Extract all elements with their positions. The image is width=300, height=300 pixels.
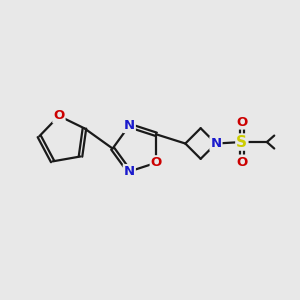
Text: O: O <box>53 110 64 122</box>
Text: N: N <box>124 119 135 132</box>
Text: O: O <box>236 156 248 169</box>
Text: N: N <box>210 137 221 150</box>
Text: S: S <box>236 134 247 149</box>
Text: O: O <box>236 116 248 128</box>
Text: O: O <box>151 156 162 169</box>
Text: N: N <box>124 165 135 178</box>
